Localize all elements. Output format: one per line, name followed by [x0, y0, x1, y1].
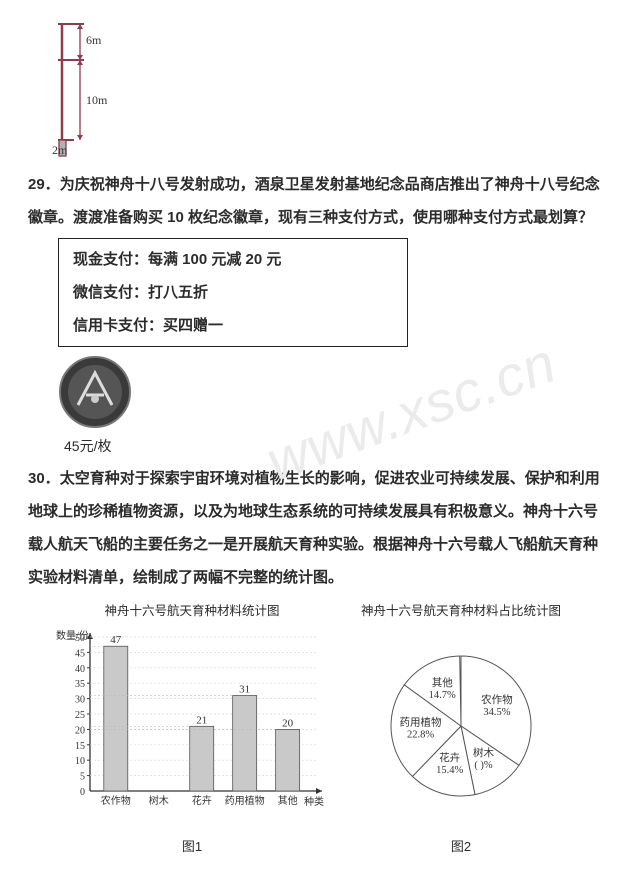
svg-text:树木: 树木 [149, 794, 169, 807]
question-30: 30．太空育种对于探索宇宙环境对植物生长的影响，促进农业可持续发展、保护和利用地… [28, 462, 609, 594]
svg-text:47: 47 [110, 635, 122, 647]
svg-text:数量/份: 数量/份 [56, 629, 89, 642]
svg-text:30: 30 [75, 695, 85, 706]
badge-row: 45元/枚 [58, 355, 609, 462]
svg-text:45: 45 [75, 649, 85, 660]
pie-chart: 农作物34.5%树木( )%花卉15.4%药用植物22.8%其他14.7% [356, 627, 566, 817]
badge-icon [58, 355, 132, 429]
svg-text:花卉15.4%: 花卉15.4% [436, 751, 463, 776]
pay-method-credit: 信用卡支付：买四赠一 [73, 309, 393, 342]
pay-method-cash: 现金支付：每满 100 元减 20 元 [73, 243, 393, 276]
svg-text:10: 10 [75, 756, 85, 767]
svg-text:其他14.7%: 其他14.7% [429, 676, 456, 701]
q30-number: 30． [28, 470, 60, 487]
pay-method-wechat: 微信支付：打八五折 [73, 276, 393, 309]
bar-chart-title: 神舟十六号航天育种材料统计图 [52, 598, 332, 626]
badge-price: 45元/枚 [64, 431, 609, 462]
svg-text:20: 20 [282, 718, 294, 730]
svg-text:25: 25 [75, 710, 85, 721]
bar-chart-caption: 图1 [52, 833, 332, 862]
svg-text:10m: 10m [86, 93, 108, 107]
svg-text:15: 15 [75, 741, 85, 752]
payment-box: 现金支付：每满 100 元减 20 元 微信支付：打八五折 信用卡支付：买四赠一 [58, 238, 408, 347]
svg-text:0: 0 [80, 787, 85, 798]
svg-text:21: 21 [196, 715, 207, 727]
pie-chart-wrap: 神舟十六号航天育种材料占比统计图 农作物34.5%树木( )%花卉15.4%药用… [356, 598, 566, 862]
pie-chart-caption: 图2 [356, 833, 566, 862]
pie-chart-title: 神舟十六号航天育种材料占比统计图 [356, 598, 566, 626]
svg-text:花卉: 花卉 [192, 794, 212, 807]
svg-text:其他: 其他 [278, 794, 298, 807]
question-29: 29．为庆祝神舟十八号发射成功，酒泉卫星发射基地纪念品商店推出了神舟十八号纪念徽… [28, 168, 609, 234]
q29-text: 为庆祝神舟十八号发射成功，酒泉卫星发射基地纪念品商店推出了神舟十八号纪念徽章。渡… [28, 176, 600, 226]
bar-chart: 51015202530354045500数量/份种类47农作物树木21花卉31药… [52, 627, 332, 817]
q29-number: 29． [28, 176, 60, 193]
svg-text:20: 20 [75, 726, 85, 737]
svg-text:40: 40 [75, 664, 85, 675]
svg-text:35: 35 [75, 679, 85, 690]
svg-text:2m: 2m [52, 143, 68, 157]
svg-text:药用植物: 药用植物 [225, 794, 265, 807]
svg-text:农作物: 农作物 [101, 794, 131, 807]
svg-text:5: 5 [80, 772, 85, 783]
rod-diagram: 6m 10m 2m [52, 20, 122, 160]
q30-text: 太空育种对于探索宇宙环境对植物生长的影响，促进农业可持续发展、保护和利用地球上的… [28, 470, 600, 586]
svg-text:农作物34.5%: 农作物34.5% [481, 693, 512, 718]
svg-text:31: 31 [239, 684, 250, 696]
svg-text:树木( )%: 树木( )% [473, 746, 494, 771]
bar-chart-wrap: 神舟十六号航天育种材料统计图 51015202530354045500数量/份种… [52, 598, 332, 862]
svg-text:种类: 种类 [304, 795, 324, 808]
svg-text:6m: 6m [86, 33, 102, 47]
charts-row: 神舟十六号航天育种材料统计图 51015202530354045500数量/份种… [52, 598, 609, 862]
